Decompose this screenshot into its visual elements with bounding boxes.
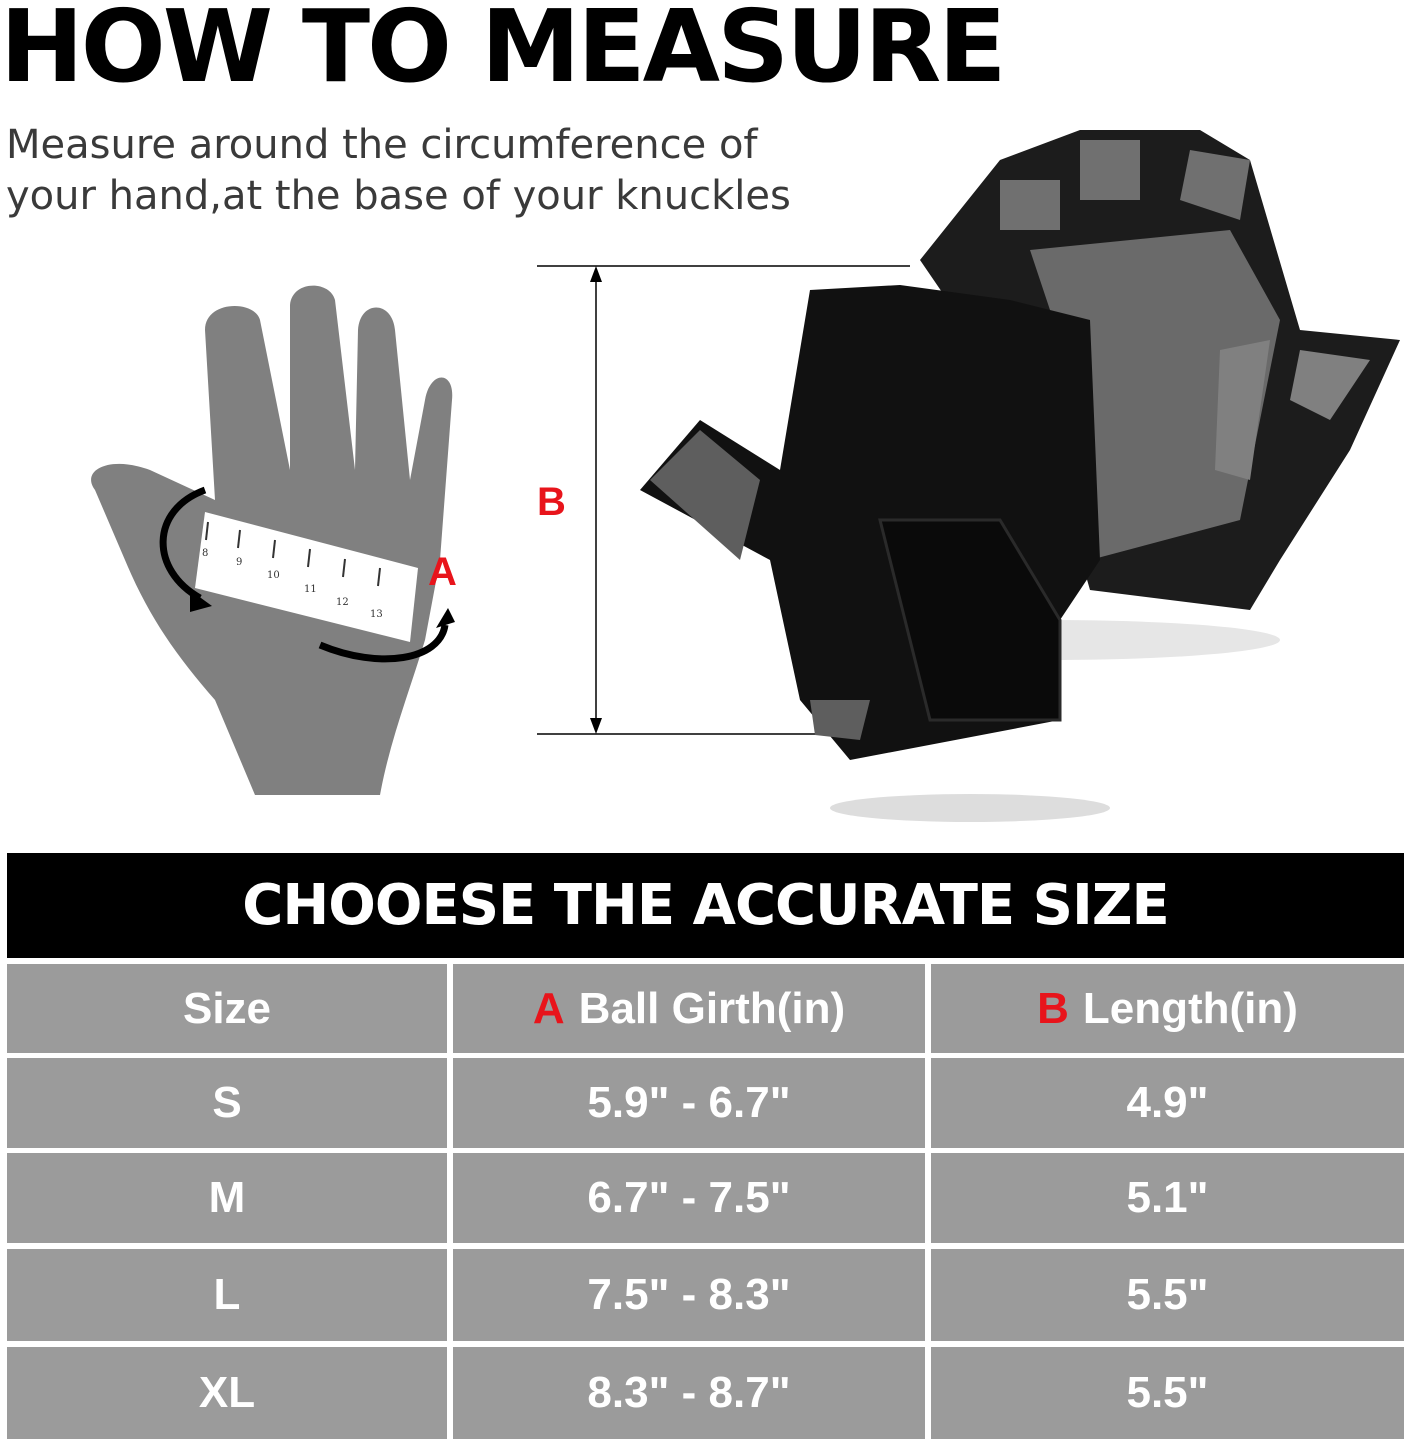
measurement-illustration: 8 9 10 11 12 13 A B: [91, 130, 1400, 822]
table-cell-length: 5.1": [931, 1153, 1404, 1243]
arrowhead-icon: [436, 608, 455, 628]
ruler-number: 13: [370, 609, 383, 620]
ruler-number: 12: [336, 597, 349, 608]
ruler-number: 10: [267, 570, 280, 581]
table-cell-length: 5.5": [931, 1249, 1404, 1341]
length-dimension: [537, 265, 910, 735]
wrap-arrow-icon: [159, 486, 449, 663]
arrowhead-icon: [590, 266, 602, 282]
table-cell-length: 4.9": [931, 1058, 1404, 1148]
table-cell-girth: 5.9" - 6.7": [453, 1058, 925, 1148]
arrowhead-icon: [590, 718, 602, 734]
ruler-number: 8: [202, 548, 208, 559]
arrowhead-icon: [190, 590, 212, 612]
label-b: B: [537, 480, 566, 524]
page-title: HOW TO MEASURE: [0, 0, 1007, 105]
table-cell-girth: 7.5" - 8.3": [453, 1249, 925, 1341]
marker-b: B: [1037, 983, 1069, 1033]
table-cell-size: S: [7, 1058, 447, 1148]
table-cell-girth: 6.7" - 7.5": [453, 1153, 925, 1243]
header-ball-girth: A Ball Girth(in): [453, 964, 925, 1053]
table-cell-size: L: [7, 1249, 447, 1341]
ruler-number: 9: [236, 557, 242, 568]
table-cell-size: XL: [7, 1347, 447, 1439]
table-cell-size: M: [7, 1153, 447, 1243]
header-label: Ball Girth(in): [578, 983, 846, 1033]
header-label: Length(in): [1082, 983, 1298, 1033]
glove-image: [640, 130, 1400, 822]
instructions: Measure around the circumference of your…: [6, 122, 791, 219]
table-cell-girth: 8.3" - 8.7": [453, 1347, 925, 1439]
ruler: 8 9 10 11 12 13: [195, 512, 418, 642]
label-a: A: [428, 550, 457, 594]
marker-a: A: [532, 983, 565, 1033]
table-cell-length: 5.5": [931, 1347, 1404, 1439]
header-length: B Length(in): [931, 964, 1404, 1053]
size-banner: CHOOESE THE ACCURATE SIZE: [7, 853, 1404, 958]
ruler-number: 11: [304, 584, 317, 595]
header-label: Size: [182, 983, 272, 1033]
header-size: Size: [7, 964, 447, 1053]
